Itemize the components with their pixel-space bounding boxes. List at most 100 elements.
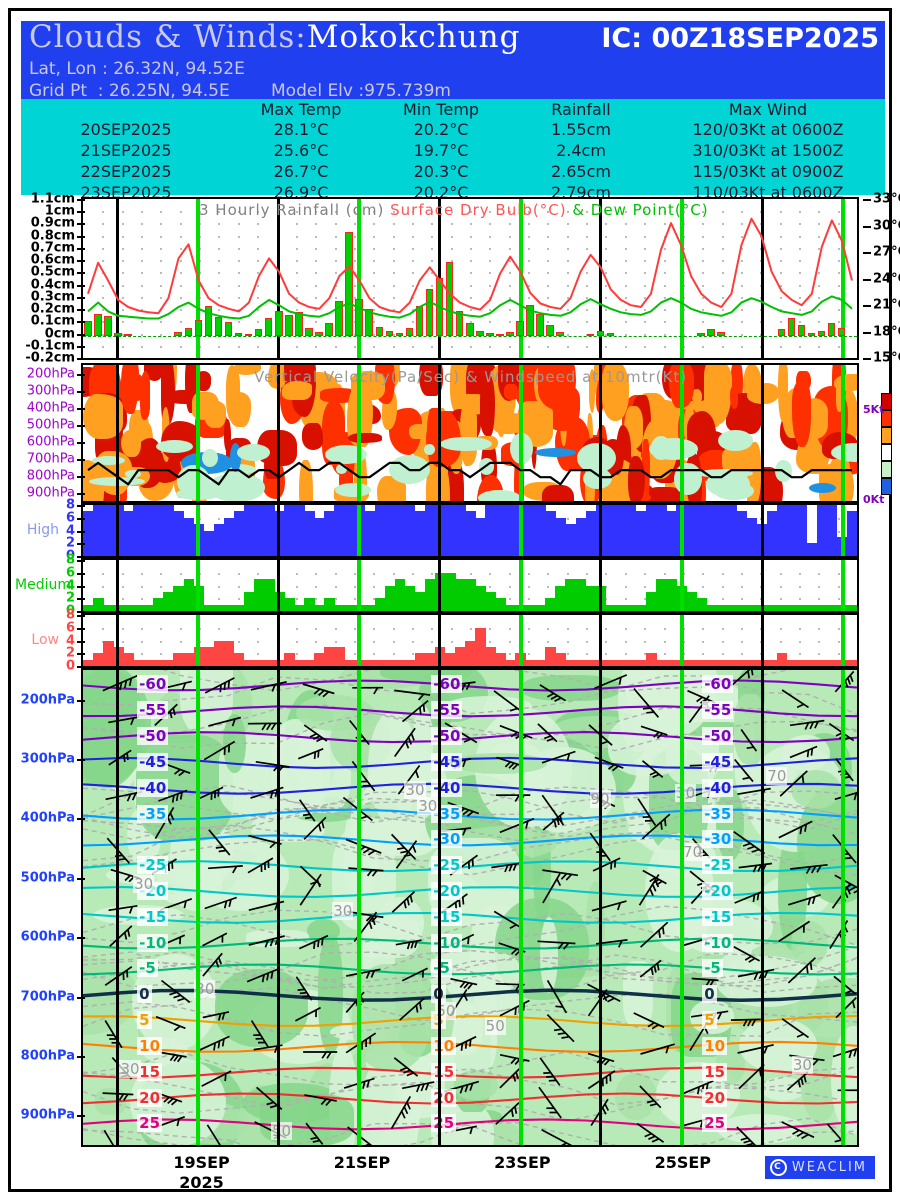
cloud-bar xyxy=(243,505,255,556)
grid-dot xyxy=(295,247,298,250)
grid-dot xyxy=(160,260,163,263)
day-separator xyxy=(599,365,603,501)
vertical-velocity-blob xyxy=(628,455,645,501)
col-max-wind: Max Wind xyxy=(728,100,808,119)
vertical-velocity-blob xyxy=(479,373,496,437)
rainfall-bar xyxy=(375,326,384,336)
cloud-bar xyxy=(846,511,857,556)
grid-dot xyxy=(392,247,395,250)
cloud-bar xyxy=(746,659,758,666)
grid-dot xyxy=(179,640,182,643)
cloud-bar xyxy=(696,659,707,666)
grid-dot xyxy=(373,309,376,312)
day-separator-green xyxy=(518,505,523,556)
chart-frame: Clouds & Winds:Mokokchung IC: 00Z18SEP20… xyxy=(8,8,900,1192)
grid-dot xyxy=(257,223,260,226)
cloud-bar xyxy=(394,579,406,611)
grid-dot xyxy=(837,517,840,520)
grid-dot xyxy=(566,211,569,214)
day-separator xyxy=(115,365,119,501)
grid-dot xyxy=(818,598,821,601)
grid-dot xyxy=(353,309,356,312)
grid-dot xyxy=(721,345,724,348)
vertical-velocity-blob xyxy=(642,438,650,501)
grid-dot xyxy=(489,640,492,643)
grid-dot xyxy=(373,296,376,299)
isotherm-label: -45 xyxy=(431,752,463,771)
axis-tick xyxy=(77,505,85,507)
grid-dot xyxy=(470,247,472,250)
grid-dot xyxy=(218,247,221,250)
cloud-bar xyxy=(263,579,275,611)
grid-dot xyxy=(779,640,782,643)
cloud-bar xyxy=(575,659,587,666)
grid-dot xyxy=(315,598,318,601)
vertical-velocity-blob xyxy=(504,384,519,400)
vertical-velocity-blob xyxy=(282,381,312,401)
cloud-bar xyxy=(666,659,677,666)
cloud-bar xyxy=(635,511,647,556)
axis-tick xyxy=(77,598,85,601)
grid-dot xyxy=(566,333,569,336)
cloud-bar xyxy=(253,659,265,666)
day-separator-green xyxy=(679,670,684,1145)
grid-dot xyxy=(547,640,550,643)
grid-dot xyxy=(141,640,144,643)
humidity-shading-patch xyxy=(380,670,472,682)
cloud-bar xyxy=(344,505,355,556)
grid-dot xyxy=(373,272,376,275)
cross-section-panel: -60 -60 -60 -55 -55 -55 -50 -50 -50 -45 -45 -45 -40-… xyxy=(81,668,859,1147)
grid-dot xyxy=(179,345,182,348)
axis-label: 4 xyxy=(65,578,75,593)
cloud-bar xyxy=(535,505,546,556)
isotherm-label: -45 xyxy=(137,752,169,771)
grid-dot xyxy=(624,345,627,348)
humidity-shading-patch xyxy=(191,837,289,912)
grid-dot xyxy=(160,272,163,275)
grid-dot xyxy=(663,309,666,312)
grid-dot xyxy=(624,653,627,656)
rainfall-bar xyxy=(264,318,273,336)
axis-tick xyxy=(77,407,85,410)
axis-tick-right xyxy=(863,358,871,360)
grid-dot xyxy=(586,640,589,643)
axis-tick xyxy=(77,996,85,999)
rainfall-bar xyxy=(295,312,303,336)
grid-dot xyxy=(450,211,453,214)
grid-dot xyxy=(508,640,511,643)
cloud-bar xyxy=(173,585,185,611)
rainfall-value: 2.4cm xyxy=(556,141,606,160)
grid-dot xyxy=(489,235,492,238)
grid-dot xyxy=(721,627,724,630)
grid-dot xyxy=(257,572,260,575)
isotherm-label: -20 xyxy=(431,882,463,900)
grid-dot xyxy=(218,309,221,312)
grid-dot xyxy=(392,272,395,275)
grid-dot xyxy=(334,627,337,630)
cloud-bar xyxy=(414,591,426,611)
rainfall-bar xyxy=(827,323,836,336)
grid-dot xyxy=(837,247,840,250)
grid-dot xyxy=(179,211,182,214)
grid-dot xyxy=(257,272,260,275)
grid-dot xyxy=(295,309,298,312)
grid-dot xyxy=(547,585,550,588)
axis-tick xyxy=(77,543,85,546)
day-separator xyxy=(276,505,280,556)
latlon-label: Lat, Lon : 26.32N, 94.52E xyxy=(29,59,245,79)
forecast-date: 21SEP2025 xyxy=(80,141,172,160)
grid-dot xyxy=(411,321,414,324)
grid-dot xyxy=(470,211,472,214)
grid-dot xyxy=(528,284,531,287)
grid-dot xyxy=(121,260,124,263)
grid-dot xyxy=(508,235,511,238)
humidity-shading-patch xyxy=(790,769,842,810)
grid-dot xyxy=(179,260,182,263)
grid-dot xyxy=(489,585,492,588)
axis-label: 0.7cm xyxy=(30,240,75,256)
grid-dot xyxy=(373,211,376,214)
cloud-bar xyxy=(766,511,778,556)
grid-dot xyxy=(102,585,105,588)
grid-dot xyxy=(644,296,647,299)
grid-dot xyxy=(160,235,163,238)
